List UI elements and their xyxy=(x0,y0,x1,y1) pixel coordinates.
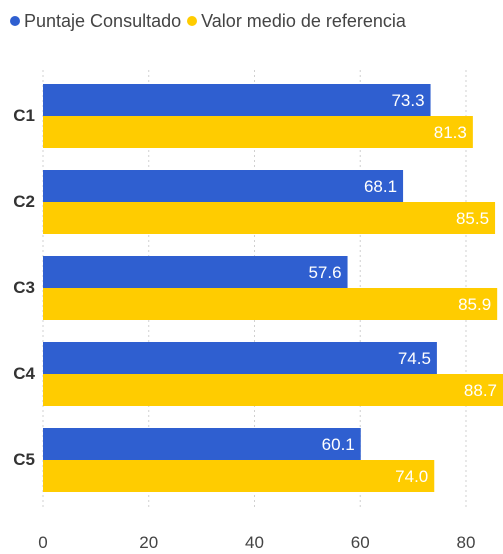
data-label: 57.6 xyxy=(308,263,341,282)
bar-C2-series-1 xyxy=(43,170,404,202)
data-label: 81.3 xyxy=(434,123,467,142)
bar-C5-series-1 xyxy=(43,428,361,460)
category-label: C1 xyxy=(13,106,35,125)
bar-C5-series-2 xyxy=(43,460,435,492)
category-label: C4 xyxy=(13,364,35,383)
bar-C3-series-1 xyxy=(43,256,348,288)
bar-C4-series-2 xyxy=(43,374,503,406)
category-label: C2 xyxy=(13,192,35,211)
data-label: 74.0 xyxy=(395,467,428,486)
legend-label-series-1: Puntaje Consultado xyxy=(24,10,182,31)
x-tick-label: 60 xyxy=(351,533,370,552)
data-label: 68.1 xyxy=(364,177,397,196)
legend-label-series-2: Valor medio de referencia xyxy=(201,10,406,31)
bar-C3-series-2 xyxy=(43,288,498,320)
data-label: 85.9 xyxy=(458,295,491,314)
category-label: C5 xyxy=(13,450,35,469)
x-tick-label: 0 xyxy=(38,533,47,552)
legend-item-series-1[interactable]: Puntaje Consultado xyxy=(10,11,181,32)
legend-item-series-2[interactable]: Valor medio de referencia xyxy=(187,11,406,32)
bar-C1-series-2 xyxy=(43,116,473,148)
data-label: 85.5 xyxy=(456,209,489,228)
chart-legend: Puntaje Consultado Valor medio de refere… xyxy=(10,8,406,34)
x-tick-label: 80 xyxy=(457,533,476,552)
bar-C4-series-1 xyxy=(43,342,437,374)
category-label: C3 xyxy=(13,278,35,297)
x-tick-label: 20 xyxy=(139,533,158,552)
data-label: 73.3 xyxy=(391,91,424,110)
legend-swatch-series-2 xyxy=(187,16,198,26)
legend-swatch-series-1 xyxy=(10,16,20,26)
bar-C1-series-1 xyxy=(43,84,431,116)
x-tick-label: 40 xyxy=(245,533,264,552)
data-label: 74.5 xyxy=(398,349,431,368)
data-label: 88.7 xyxy=(464,381,497,400)
bar-C2-series-2 xyxy=(43,202,496,234)
data-label: 60.1 xyxy=(322,435,355,454)
